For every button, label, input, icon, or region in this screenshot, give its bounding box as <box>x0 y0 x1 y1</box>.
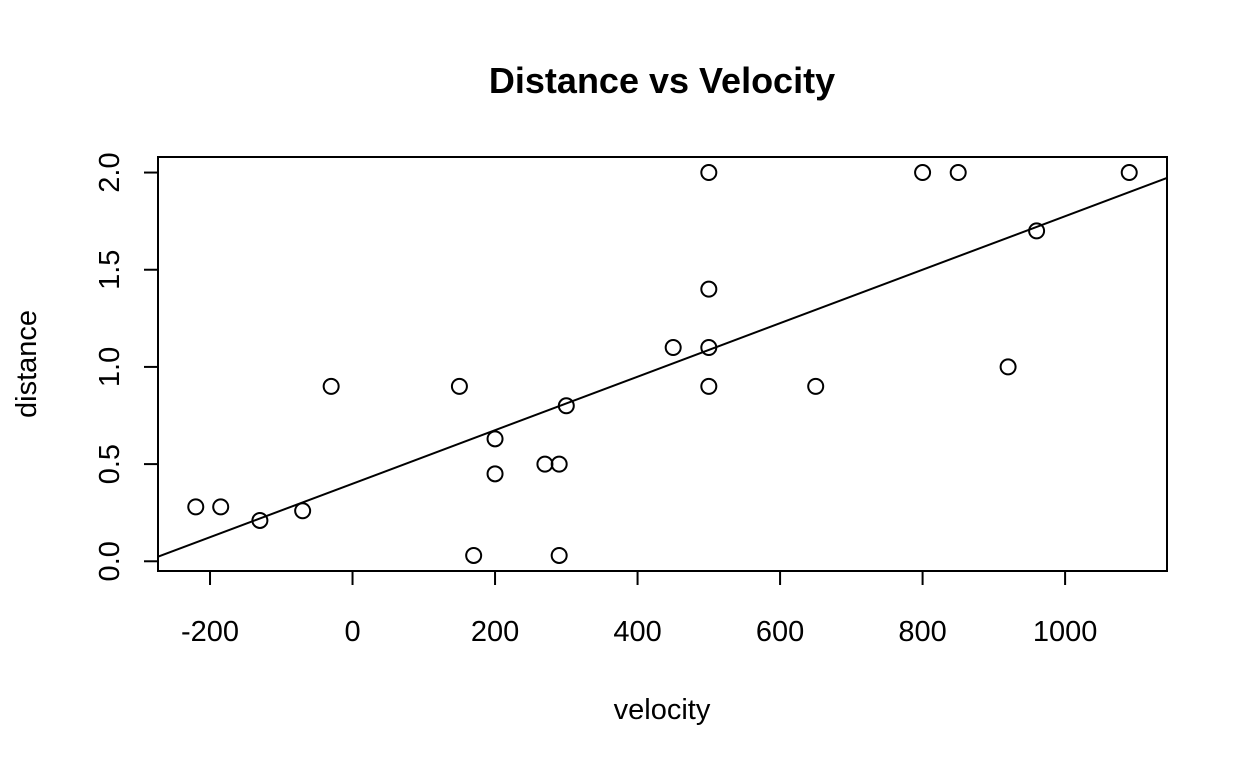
data-point <box>914 164 932 182</box>
x-tick-label: 0 <box>344 616 360 648</box>
plot-box <box>157 156 1168 572</box>
data-point <box>187 498 205 516</box>
x-axis-label: velocity <box>614 694 711 726</box>
data-point <box>486 430 504 448</box>
y-tick-label: 1.0 <box>94 347 126 387</box>
data-point <box>557 397 575 415</box>
data-point <box>807 377 825 395</box>
y-axis: 0.0 0.5 1.0 1.5 2.0 <box>94 152 159 581</box>
data-point <box>486 465 504 483</box>
x-axis: -200 0 200 400 600 800 1000 <box>181 570 1098 648</box>
data-point <box>465 546 483 564</box>
regression-line <box>158 177 1167 558</box>
data-point <box>1028 222 1046 240</box>
regression-line-group <box>158 177 1167 558</box>
x-tick-label: -200 <box>181 616 239 648</box>
x-tick-label: 600 <box>756 616 804 648</box>
data-point <box>999 358 1017 376</box>
y-tick-label: 0.0 <box>94 541 126 581</box>
x-tick-label: 800 <box>898 616 946 648</box>
data-points <box>187 164 1138 564</box>
data-point <box>322 377 340 395</box>
data-point <box>1120 164 1138 182</box>
data-point <box>700 377 718 395</box>
data-point <box>700 338 718 356</box>
y-axis-label: distance <box>11 310 43 418</box>
x-tick-label: 1000 <box>1033 616 1098 648</box>
y-tick-label: 0.5 <box>94 444 126 484</box>
data-point <box>700 280 718 298</box>
data-point <box>450 377 468 395</box>
data-point <box>251 511 269 529</box>
data-point <box>212 498 230 516</box>
x-tick-label: 400 <box>613 616 661 648</box>
data-point <box>664 338 682 356</box>
y-tick-label: 1.5 <box>94 250 126 290</box>
data-point <box>700 164 718 182</box>
data-point <box>949 164 967 182</box>
data-point <box>294 502 312 520</box>
chart-title: Distance vs Velocity <box>489 60 835 101</box>
data-point <box>550 546 568 564</box>
data-point <box>550 455 568 473</box>
y-tick-label: 2.0 <box>94 152 126 192</box>
x-tick-label: 200 <box>471 616 519 648</box>
